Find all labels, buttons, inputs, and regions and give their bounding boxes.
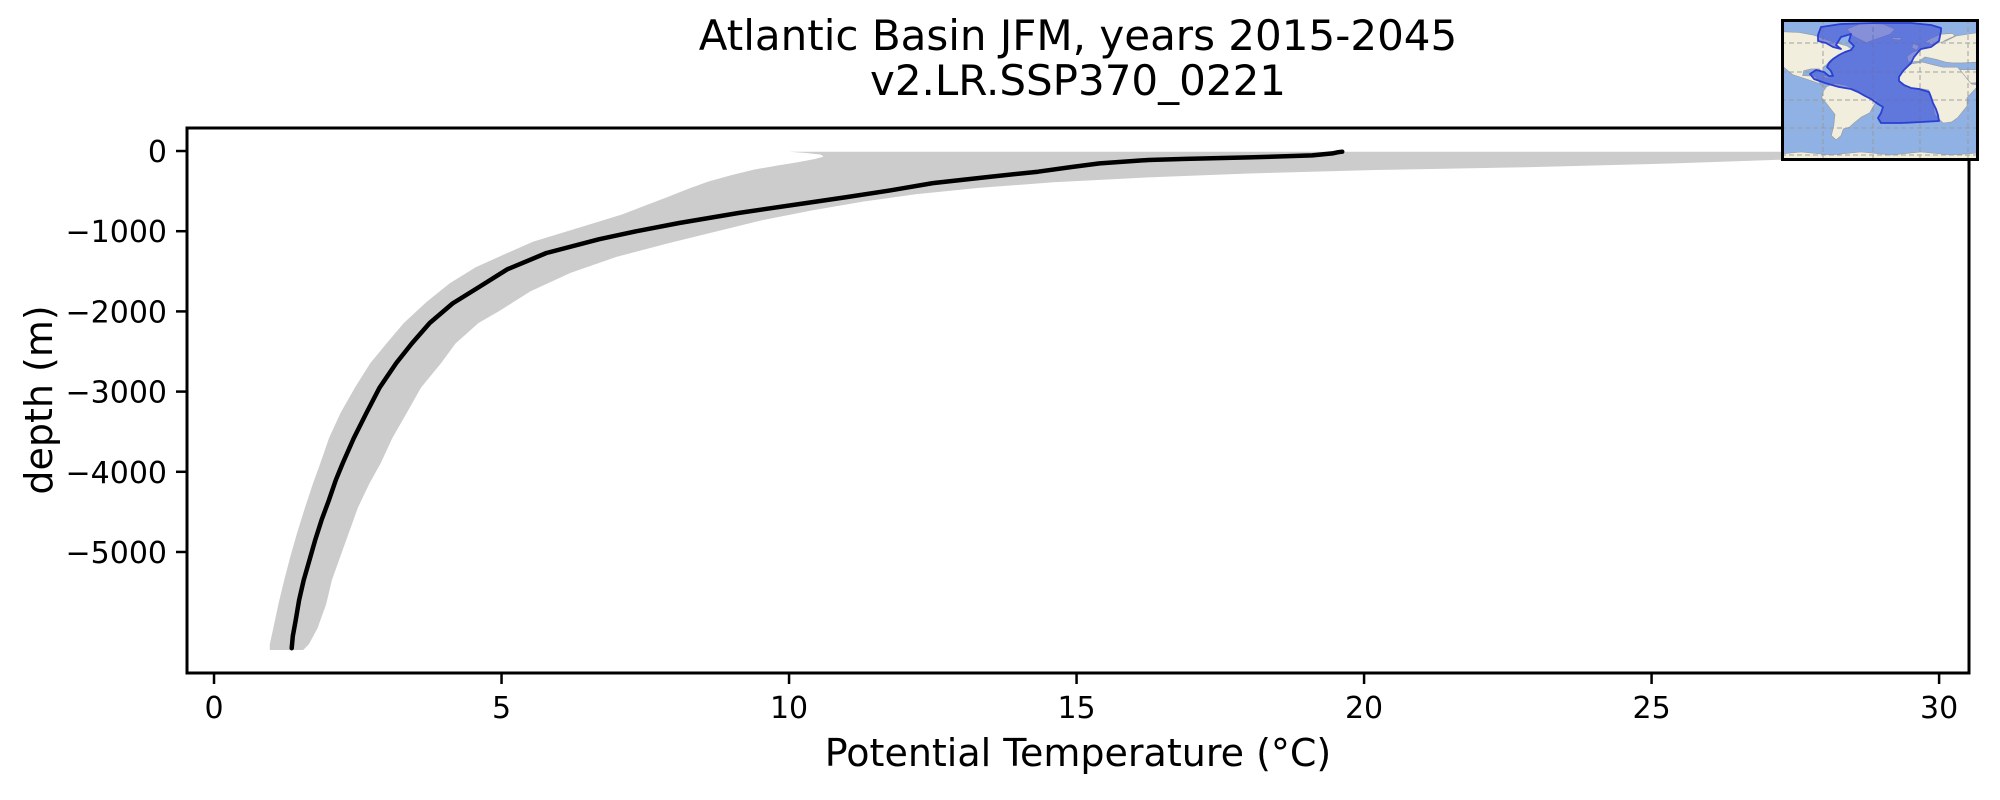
y-tick-label: −4000: [66, 456, 167, 491]
y-tick-label: −5000: [66, 536, 167, 571]
x-axis-label: Potential Temperature (°C): [825, 731, 1332, 775]
uncertainty-band: [269, 151, 1917, 650]
plot-area: 0 5 10 15 20 25 30 0 −1000 −2000 −3000 −4000 −5000: [66, 126, 1971, 726]
y-tick-label: 0: [148, 135, 167, 170]
x-tick-label: 0: [204, 691, 223, 726]
inset-map: [1781, 19, 1979, 161]
x-tick-label: 10: [770, 691, 808, 726]
x-axis-ticks: 0 5 10 15 20 25 30: [204, 673, 1958, 726]
y-axis-ticks: 0 −1000 −2000 −3000 −4000 −5000: [66, 135, 187, 571]
chart-title-line1: Atlantic Basin JFM, years 2015-2045: [699, 11, 1457, 60]
y-axis-label: depth (m): [17, 305, 61, 494]
y-tick-label: −3000: [66, 376, 167, 411]
x-tick-label: 25: [1632, 691, 1670, 726]
x-tick-label: 5: [492, 691, 511, 726]
land-arabia: [1959, 69, 1979, 84]
x-tick-label: 15: [1057, 691, 1095, 726]
inset-map-frame: [1781, 19, 1979, 161]
axes-frame: [185, 126, 1971, 675]
x-tick-label: 30: [1920, 691, 1958, 726]
chart-title-line2: v2.LR.SSP370_0221: [870, 56, 1286, 105]
x-tick-label: 20: [1345, 691, 1383, 726]
mean-profile-line: [289, 149, 1345, 651]
map-atlantic-highlight: [1809, 22, 1942, 124]
y-tick-label: −2000: [66, 295, 167, 330]
y-tick-label: −1000: [66, 215, 167, 250]
